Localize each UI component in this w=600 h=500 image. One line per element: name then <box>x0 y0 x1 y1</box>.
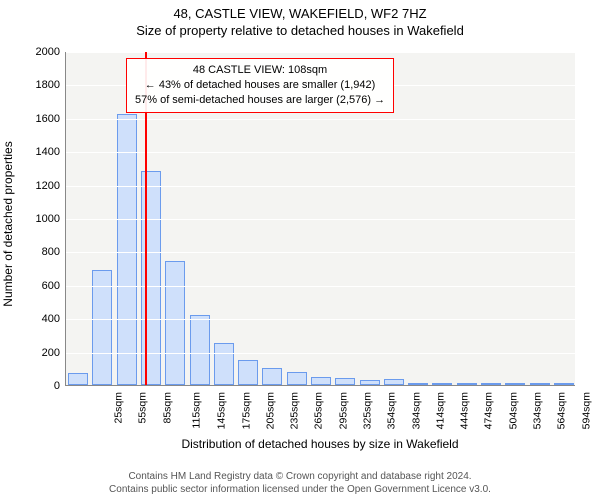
gridline <box>66 186 575 187</box>
x-tick-label: 325sqm <box>361 392 373 429</box>
x-tick-label: 444sqm <box>459 392 471 429</box>
x-tick-label: 85sqm <box>161 392 173 424</box>
bar <box>287 372 307 385</box>
bar <box>92 270 112 385</box>
x-axis-title: Distribution of detached houses by size … <box>65 437 575 451</box>
bar <box>190 315 210 385</box>
x-tick-label: 384sqm <box>410 392 422 429</box>
bar <box>117 114 137 385</box>
chart-subtitle: Size of property relative to detached ho… <box>0 23 600 38</box>
bar <box>360 380 380 385</box>
y-tick-label: 1800 <box>10 79 60 91</box>
gridline <box>66 353 575 354</box>
gridline <box>66 219 575 220</box>
y-tick-label: 1400 <box>10 146 60 158</box>
x-tick-label: 354sqm <box>386 392 398 429</box>
address-line: 48, CASTLE VIEW, WAKEFIELD, WF2 7HZ <box>0 6 600 21</box>
x-tick-label: 594sqm <box>580 392 592 429</box>
bar <box>311 377 331 385</box>
x-tick-label: 55sqm <box>137 392 149 424</box>
marker-info-line: 57% of semi-detached houses are larger (… <box>135 93 385 108</box>
bar <box>214 343 234 385</box>
y-tick-label: 800 <box>10 246 60 258</box>
bar <box>432 383 452 385</box>
gridline <box>66 286 575 287</box>
gridline <box>66 252 575 253</box>
bar <box>262 368 282 385</box>
marker-info-box: 48 CASTLE VIEW: 108sqm← 43% of detached … <box>126 58 394 113</box>
gridline <box>66 319 575 320</box>
chart: Number of detached properties 48 CASTLE … <box>0 42 600 442</box>
title-block: 48, CASTLE VIEW, WAKEFIELD, WF2 7HZ Size… <box>0 0 600 38</box>
marker-info-line: 48 CASTLE VIEW: 108sqm <box>135 63 385 78</box>
marker-info-line: ← 43% of detached houses are smaller (1,… <box>135 78 385 93</box>
bar <box>481 383 501 385</box>
x-tick-label: 235sqm <box>289 392 301 429</box>
x-tick-label: 564sqm <box>556 392 568 429</box>
x-tick-label: 295sqm <box>337 392 349 429</box>
footer: Contains HM Land Registry data © Crown c… <box>0 470 600 496</box>
x-tick-label: 534sqm <box>531 392 543 429</box>
bar <box>335 378 355 386</box>
y-tick-label: 1200 <box>10 180 60 192</box>
footer-line-2: Contains public sector information licen… <box>0 483 600 496</box>
y-tick-label: 2000 <box>10 46 60 58</box>
footer-line-1: Contains HM Land Registry data © Crown c… <box>0 470 600 483</box>
bar <box>554 383 574 385</box>
gridline <box>66 119 575 120</box>
y-tick-label: 200 <box>10 347 60 359</box>
x-tick-label: 145sqm <box>216 392 228 429</box>
bar <box>457 383 477 385</box>
gridline <box>66 152 575 153</box>
x-tick-label: 175sqm <box>240 392 252 429</box>
y-tick-label: 400 <box>10 313 60 325</box>
bar <box>408 383 428 386</box>
bar <box>505 383 525 385</box>
x-tick-label: 414sqm <box>434 392 446 429</box>
x-tick-label: 504sqm <box>507 392 519 429</box>
bar <box>530 383 550 385</box>
x-tick-label: 115sqm <box>191 392 203 429</box>
x-tick-label: 25sqm <box>113 392 125 424</box>
x-tick-label: 474sqm <box>483 392 495 429</box>
bar <box>384 379 404 385</box>
y-tick-label: 1000 <box>10 213 60 225</box>
y-tick-label: 1600 <box>10 113 60 125</box>
y-tick-label: 0 <box>10 380 60 392</box>
plot-area: 48 CASTLE VIEW: 108sqm← 43% of detached … <box>65 52 575 386</box>
bar <box>68 373 88 385</box>
y-tick-label: 600 <box>10 280 60 292</box>
x-tick-label: 265sqm <box>313 392 325 429</box>
x-tick-label: 205sqm <box>264 392 276 429</box>
bar <box>238 360 258 385</box>
gridline <box>66 52 575 53</box>
bar <box>165 261 185 385</box>
